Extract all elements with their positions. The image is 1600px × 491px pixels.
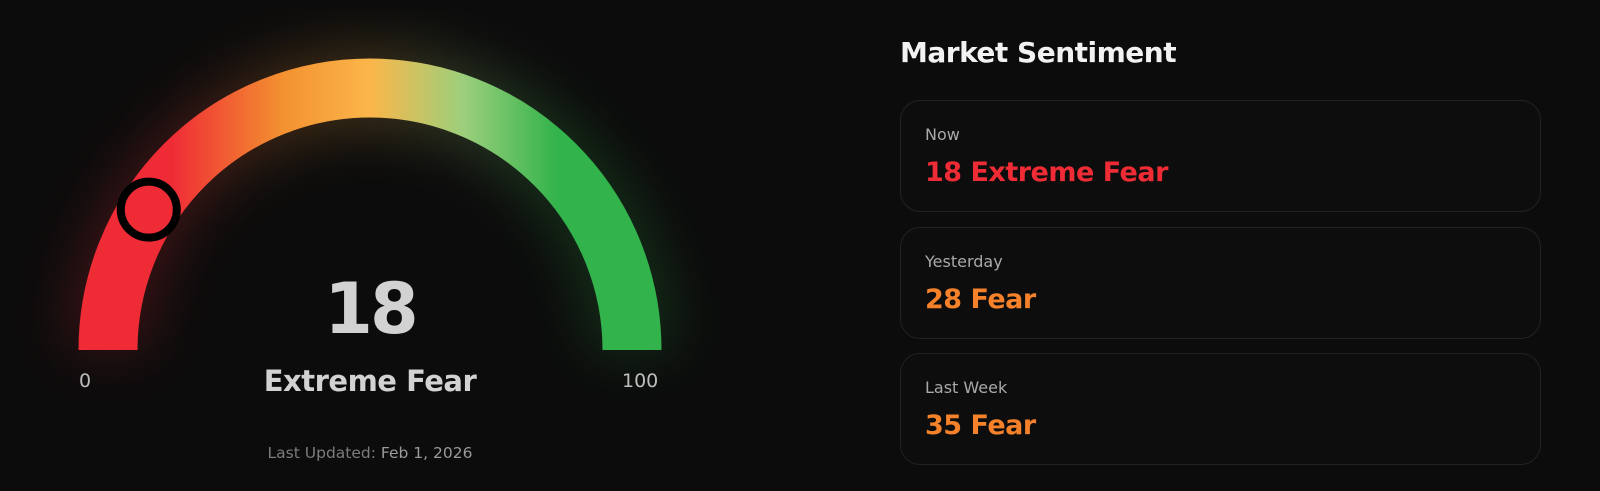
card-value: 35 Fear	[925, 410, 1036, 441]
gauge-marker	[116, 177, 181, 242]
sentiment-card-now: Now 18 Extreme Fear	[900, 100, 1541, 212]
sentiment-title: Market Sentiment	[900, 36, 1177, 69]
gauge-classification: Extreme Fear	[263, 364, 477, 398]
gauge-max-label: 100	[622, 370, 659, 392]
last-updated: Last Updated: Feb 1, 2026	[170, 444, 570, 462]
gauge-score: 18	[324, 268, 418, 350]
fear-greed-gauge	[68, 48, 672, 351]
card-label: Yesterday	[925, 252, 1003, 271]
sentiment-card-yesterday: Yesterday 28 Fear	[900, 227, 1541, 339]
card-label: Now	[925, 125, 960, 144]
sentiment-card-last-week: Last Week 35 Fear	[900, 353, 1541, 465]
last-updated-date: Feb 1, 2026	[380, 444, 473, 462]
card-label: Last Week	[925, 378, 1008, 397]
last-updated-label: Last Updated:	[267, 444, 376, 462]
gauge-min-label: 0	[79, 370, 92, 392]
card-value: 28 Fear	[925, 284, 1036, 315]
card-value: 18 Extreme Fear	[925, 157, 1168, 188]
